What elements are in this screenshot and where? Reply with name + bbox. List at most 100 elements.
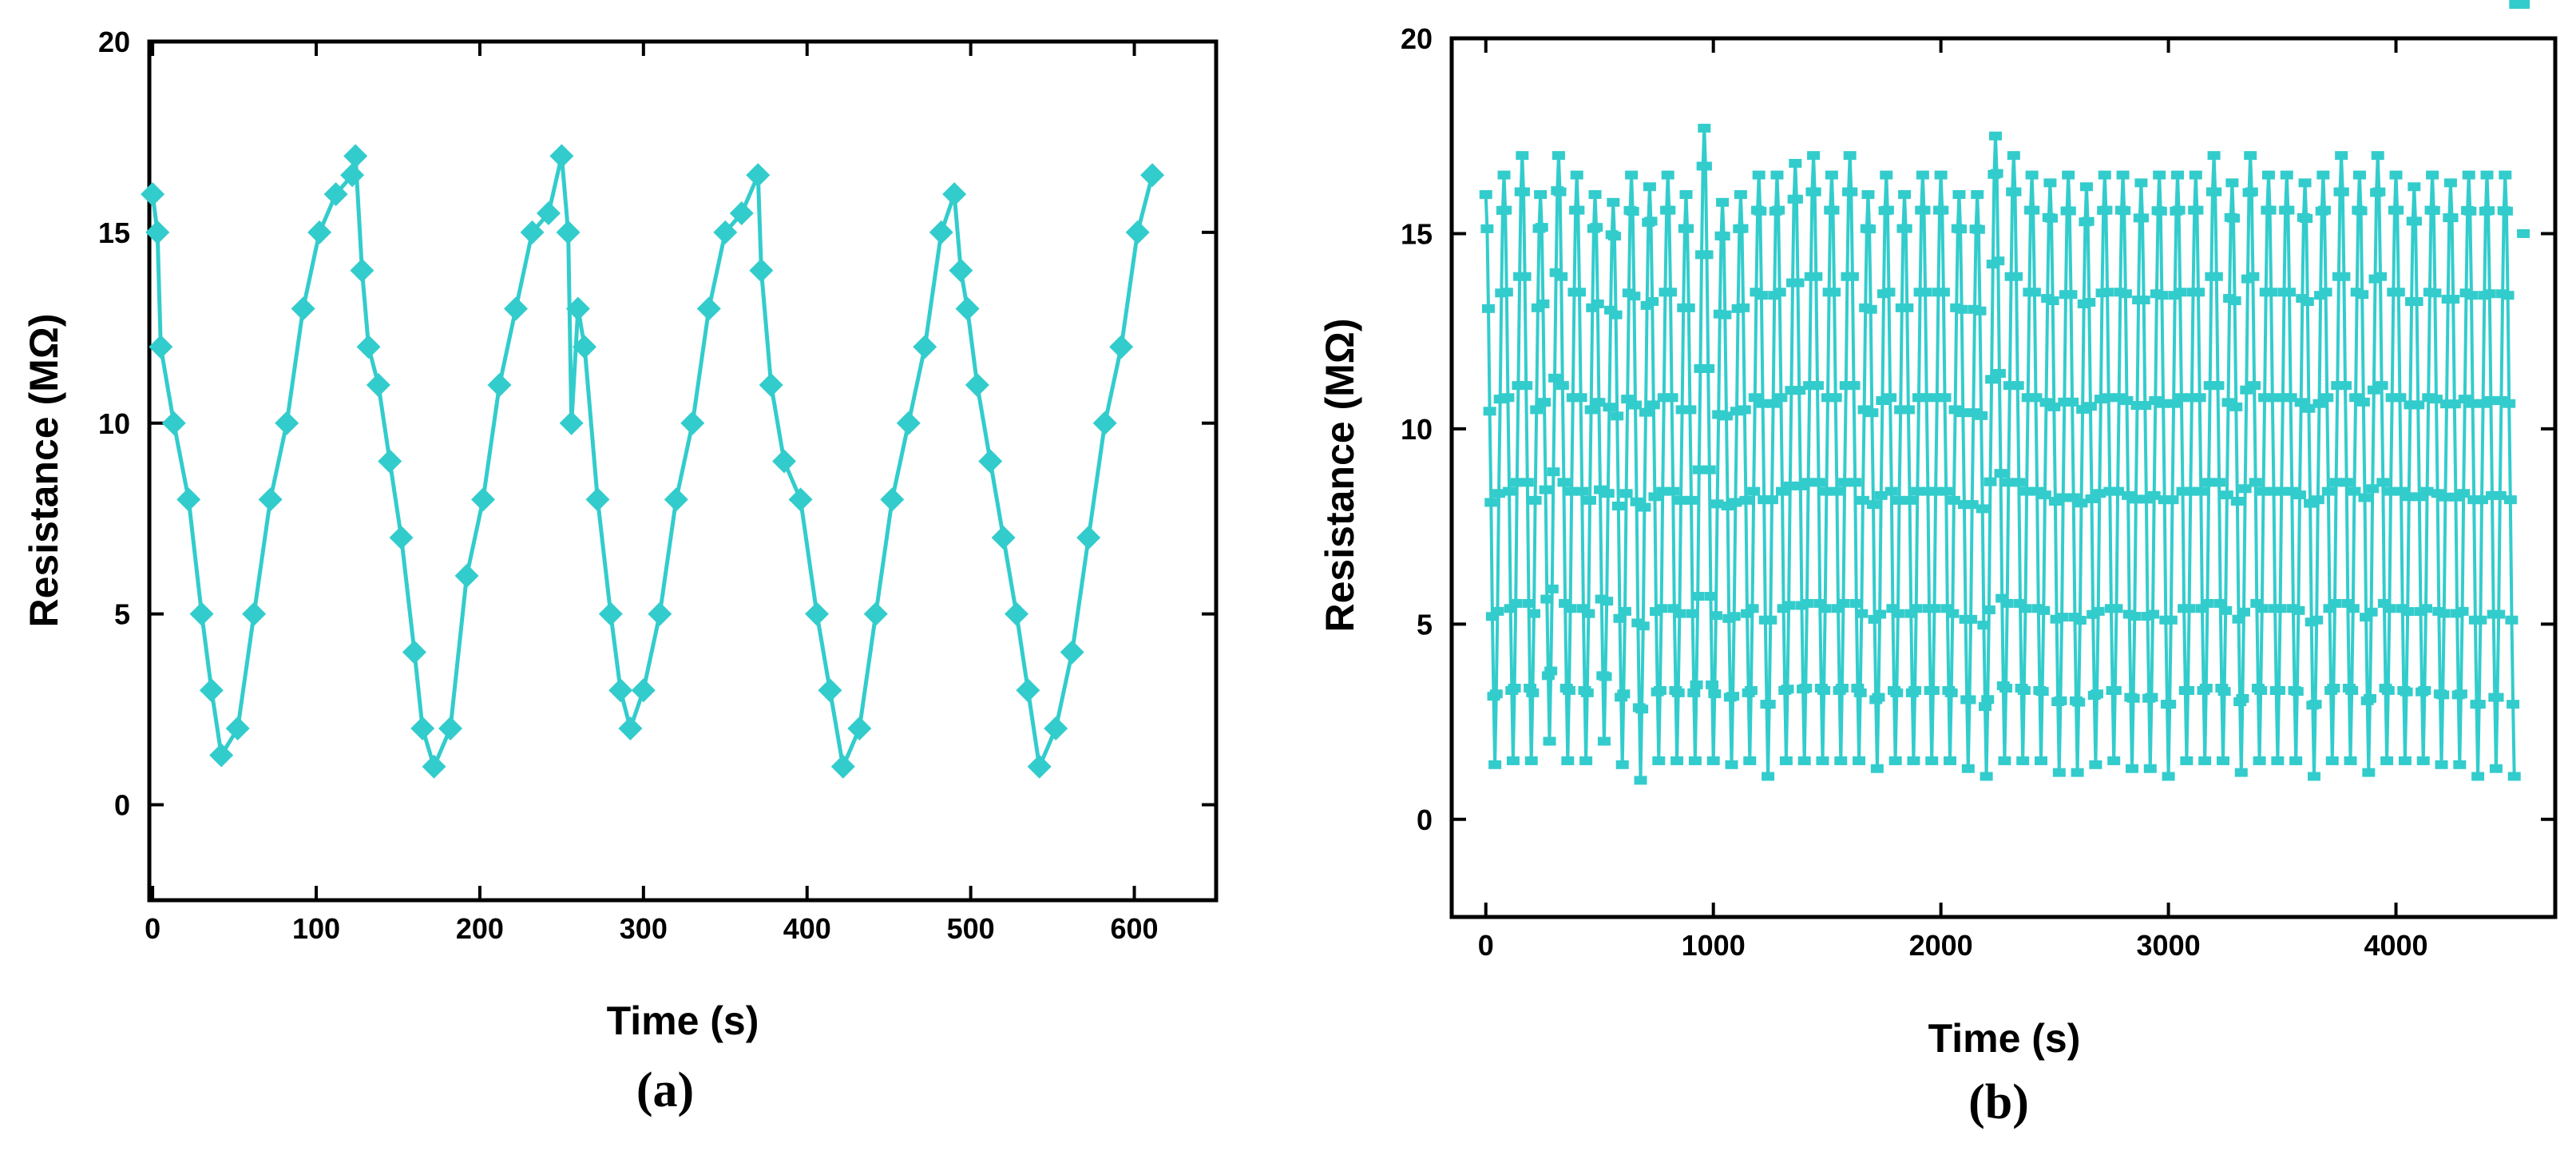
data-point bbox=[340, 163, 365, 188]
data-point bbox=[2138, 401, 2152, 411]
data-point bbox=[2080, 182, 2094, 192]
data-point bbox=[2261, 170, 2275, 180]
data-point bbox=[258, 487, 283, 512]
data-point bbox=[2017, 685, 2031, 695]
series-line bbox=[1484, 126, 2516, 782]
data-point bbox=[1673, 609, 1686, 618]
data-point bbox=[2281, 205, 2295, 215]
data-point bbox=[2517, 228, 2530, 238]
data-point bbox=[2400, 687, 2413, 697]
data-point bbox=[2392, 288, 2405, 297]
data-point bbox=[2391, 205, 2404, 215]
data-point bbox=[1936, 205, 1949, 215]
data-point bbox=[2195, 604, 2209, 613]
data-point bbox=[2013, 598, 2027, 608]
data-point bbox=[1979, 702, 1992, 712]
data-point bbox=[2045, 213, 2059, 223]
data-point bbox=[585, 487, 610, 512]
data-point bbox=[2209, 272, 2223, 281]
data-point bbox=[2157, 399, 2170, 408]
data-point bbox=[2094, 395, 2107, 404]
data-point bbox=[1782, 601, 1796, 610]
data-point bbox=[1754, 291, 1768, 300]
data-point bbox=[2010, 272, 2023, 281]
data-point bbox=[1512, 381, 1525, 391]
data-point bbox=[2356, 290, 2369, 300]
data-point bbox=[2495, 395, 2508, 405]
data-point bbox=[2230, 497, 2244, 506]
data-point bbox=[830, 754, 855, 779]
data-point bbox=[2209, 187, 2222, 196]
data-point bbox=[2472, 700, 2486, 709]
data-point bbox=[1866, 500, 1880, 510]
data-point bbox=[1756, 399, 1770, 408]
data-point bbox=[2395, 486, 2408, 496]
data-point bbox=[2383, 604, 2396, 613]
data-point bbox=[2428, 288, 2442, 298]
data-point bbox=[749, 258, 774, 283]
data-point bbox=[1772, 205, 1785, 215]
data-point bbox=[2273, 604, 2287, 613]
data-point bbox=[2466, 399, 2479, 408]
data-point bbox=[1060, 640, 1084, 665]
data-point bbox=[2292, 605, 2305, 615]
data-point bbox=[2019, 604, 2032, 613]
data-point bbox=[2154, 206, 2167, 216]
data-point bbox=[1506, 756, 1520, 765]
plot-frame-a bbox=[147, 39, 1219, 903]
data-point bbox=[2418, 685, 2431, 695]
data-point bbox=[1556, 381, 1569, 391]
data-point bbox=[209, 743, 234, 768]
data-point bbox=[1967, 408, 1980, 418]
data-point bbox=[1853, 756, 1866, 765]
data-point bbox=[1576, 604, 1590, 613]
data-point bbox=[1721, 501, 1734, 510]
data-point bbox=[1791, 278, 1805, 288]
data-point bbox=[2381, 685, 2395, 695]
data-point bbox=[1837, 598, 1850, 608]
data-point bbox=[2491, 693, 2504, 702]
data-point bbox=[2122, 490, 2135, 500]
data-point bbox=[2476, 399, 2490, 408]
data-point bbox=[2349, 393, 2363, 403]
data-point bbox=[1709, 611, 1722, 621]
data-point bbox=[2174, 393, 2188, 403]
data-point bbox=[1630, 497, 1643, 506]
data-point bbox=[1643, 182, 1656, 192]
data-point bbox=[1628, 400, 1642, 410]
data-point bbox=[2416, 756, 2430, 765]
data-point bbox=[1528, 495, 1542, 505]
data-point bbox=[631, 678, 656, 703]
data-point bbox=[2427, 205, 2440, 215]
data-point bbox=[454, 563, 479, 588]
data-point bbox=[1793, 481, 1807, 490]
data-point bbox=[2453, 760, 2467, 769]
data-point bbox=[618, 716, 643, 740]
data-point bbox=[2408, 182, 2421, 192]
data-point bbox=[1884, 393, 1897, 403]
data-point bbox=[1527, 609, 1540, 618]
data-point bbox=[1636, 621, 1650, 631]
data-point bbox=[1961, 764, 1975, 773]
data-point bbox=[2064, 290, 2078, 300]
data-point bbox=[2360, 613, 2373, 622]
data-point bbox=[1980, 772, 1993, 781]
data-point bbox=[1917, 205, 1931, 215]
data-point bbox=[2025, 170, 2039, 180]
data-point bbox=[1948, 405, 1962, 415]
data-point bbox=[1499, 205, 1512, 215]
data-point bbox=[2422, 393, 2435, 403]
data-point bbox=[1698, 161, 1712, 171]
data-point bbox=[2012, 478, 2026, 487]
data-point bbox=[1903, 495, 1916, 505]
data-point bbox=[1601, 489, 1615, 498]
x-tick-label: 2000 bbox=[1909, 929, 1973, 962]
data-point bbox=[1832, 604, 1845, 613]
data-point bbox=[1702, 363, 1715, 373]
data-point bbox=[402, 640, 426, 665]
data-point bbox=[1591, 299, 1604, 308]
data-point bbox=[1762, 772, 1775, 781]
data-point bbox=[2220, 490, 2233, 500]
data-point bbox=[1667, 604, 1681, 613]
data-point bbox=[1579, 756, 1593, 765]
